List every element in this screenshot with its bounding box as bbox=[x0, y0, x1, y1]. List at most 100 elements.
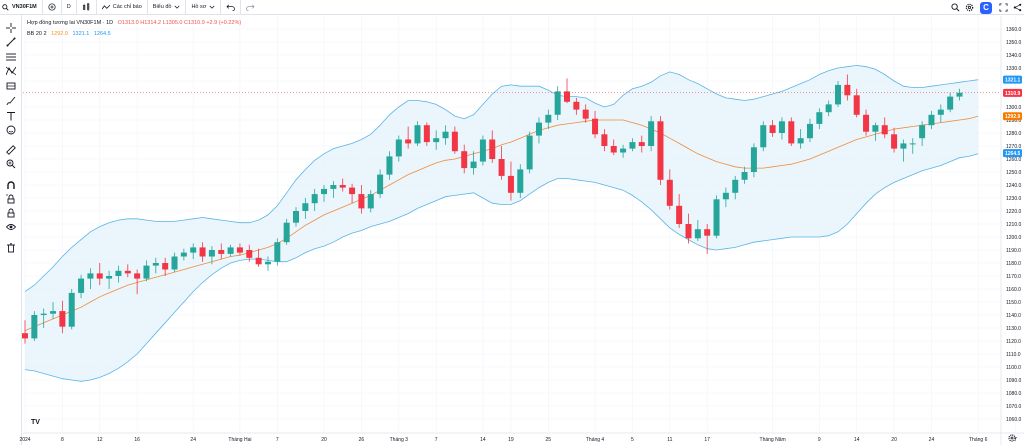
price-tick-label: 1210.0 bbox=[1006, 222, 1022, 228]
candle-body bbox=[535, 122, 542, 136]
candle-body bbox=[255, 257, 262, 265]
price-tick-label: 1270.0 bbox=[1006, 144, 1022, 150]
candle-body bbox=[479, 139, 486, 162]
text-tool[interactable] bbox=[4, 110, 18, 122]
zoom-button[interactable] bbox=[948, 0, 962, 15]
candle-body bbox=[442, 131, 449, 139]
chart-legend: Hợp đồng tương lai VN30F1M · 1D O1313.0 … bbox=[27, 20, 241, 26]
time-tick-label: Tháng Năm bbox=[760, 437, 786, 443]
price-label: 1321.1 bbox=[1005, 78, 1021, 84]
price-tick-label: 1140.0 bbox=[1006, 313, 1021, 319]
gear-ring bbox=[1008, 434, 1016, 442]
price-tick-label: 1130.0 bbox=[1006, 326, 1021, 332]
candle-body bbox=[891, 134, 898, 149]
legend-title: Hợp đồng tương lai VN30F1M · 1D bbox=[27, 20, 114, 26]
candle-body bbox=[592, 118, 599, 135]
undo-button[interactable] bbox=[221, 0, 242, 15]
candle-body bbox=[769, 125, 776, 133]
candle-body bbox=[414, 125, 421, 144]
candle-body bbox=[283, 222, 290, 243]
symbol-search-button[interactable]: VN30F1M bbox=[0, 0, 43, 15]
candle-body bbox=[40, 313, 47, 315]
candle-body bbox=[750, 147, 757, 172]
drawing-toolbar bbox=[0, 15, 22, 445]
candle-body bbox=[349, 187, 356, 195]
candle-body bbox=[685, 224, 692, 239]
candle-body bbox=[778, 121, 785, 133]
candle-body bbox=[96, 273, 103, 279]
crosshair-tool[interactable] bbox=[4, 22, 18, 34]
candle-body bbox=[722, 192, 729, 200]
axis-settings-gear-icon[interactable] bbox=[1008, 434, 1016, 442]
time-tick-label: Tháng Hai bbox=[228, 437, 251, 443]
candle-body bbox=[106, 276, 113, 279]
layout-label: Hồ sơ bbox=[191, 4, 207, 10]
forecast-tool[interactable] bbox=[4, 80, 18, 92]
magnet-tool[interactable] bbox=[4, 179, 18, 191]
price-tick-label: 1120.0 bbox=[1006, 339, 1021, 345]
toolbar-right: C bbox=[948, 0, 1024, 15]
forecast-icon bbox=[6, 82, 16, 90]
price-tick-label: 1080.0 bbox=[1006, 391, 1022, 397]
add-symbol-button[interactable] bbox=[43, 0, 62, 15]
fullscreen-icon bbox=[998, 3, 1008, 12]
visibility-tool[interactable] bbox=[4, 221, 18, 233]
candle-body bbox=[246, 250, 253, 258]
candle-body bbox=[423, 125, 430, 143]
fib-tool[interactable] bbox=[4, 51, 18, 63]
price-tick-label: 1070.0 bbox=[1006, 404, 1022, 410]
time-tick-label: 11 bbox=[667, 437, 672, 443]
price-label-bg bbox=[1003, 75, 1022, 84]
candle-body bbox=[264, 261, 271, 265]
candle-body bbox=[676, 205, 683, 224]
logo-letter: C bbox=[983, 3, 989, 12]
price-tick-label: 1100.0 bbox=[1006, 365, 1021, 371]
brand-logo[interactable]: C bbox=[980, 1, 992, 14]
brush-tool[interactable] bbox=[4, 95, 18, 107]
indicators-button[interactable]: Các chỉ báo bbox=[97, 0, 148, 15]
candle-body bbox=[564, 91, 571, 102]
layout-button[interactable]: Hồ sơ bbox=[186, 0, 222, 15]
redo-button[interactable] bbox=[241, 0, 260, 15]
chart-type-button[interactable]: Biểu đồ bbox=[148, 0, 187, 15]
price-tick-label: 1330.0 bbox=[1006, 66, 1022, 72]
settings-button[interactable] bbox=[962, 0, 976, 15]
lock-icon bbox=[7, 208, 15, 218]
candle-body bbox=[545, 114, 552, 123]
pattern-tool[interactable] bbox=[4, 65, 18, 77]
price-tick-label: 1290.0 bbox=[1006, 118, 1022, 124]
candle-body bbox=[526, 135, 533, 170]
compare-button[interactable] bbox=[77, 0, 97, 15]
trend-line-tool[interactable] bbox=[4, 36, 18, 48]
candle-body bbox=[461, 151, 468, 169]
candle-body bbox=[816, 112, 823, 124]
zoom-in-tool[interactable] bbox=[4, 158, 18, 170]
time-tick-label: 25 bbox=[546, 437, 552, 443]
interval-button[interactable]: D bbox=[62, 0, 77, 15]
ruler-icon bbox=[6, 145, 16, 155]
candle-body bbox=[704, 229, 711, 236]
price-tick-label: 1260.0 bbox=[1006, 157, 1022, 163]
time-tick-label: Tháng 3 bbox=[390, 437, 409, 443]
time-tick-label: Tháng 6 bbox=[969, 437, 988, 443]
bb-lower-line bbox=[24, 153, 979, 382]
price-tick-label: 1090.0 bbox=[1006, 378, 1022, 384]
emoji-tool[interactable] bbox=[4, 124, 18, 136]
pattern-icon bbox=[6, 66, 16, 76]
time-tick-label: 19 bbox=[508, 437, 514, 443]
interval-label: D bbox=[66, 4, 71, 10]
share-button[interactable] bbox=[1010, 0, 1024, 15]
indicator-legend[interactable]: BB 20 2 1292.9 1321.1 1264.5 bbox=[27, 31, 111, 37]
candle-body bbox=[900, 143, 907, 149]
lock-drawing-tool[interactable] bbox=[4, 193, 18, 205]
candle-body bbox=[190, 247, 197, 253]
candle-body bbox=[554, 91, 561, 115]
remove-drawings-tool[interactable] bbox=[4, 242, 18, 254]
fullscreen-button[interactable] bbox=[996, 0, 1010, 15]
lock-tool[interactable] bbox=[4, 207, 18, 219]
candle-body bbox=[31, 315, 38, 339]
candle-body bbox=[741, 172, 748, 180]
brush-icon bbox=[6, 96, 16, 106]
ruler-tool[interactable] bbox=[4, 144, 18, 156]
